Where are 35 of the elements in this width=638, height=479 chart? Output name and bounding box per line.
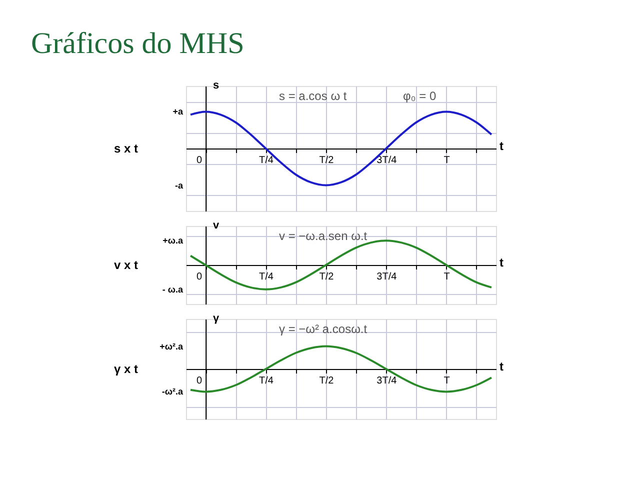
x-tick-label: T (444, 376, 450, 386)
text: φ₀ = 0 (403, 89, 436, 103)
x-axis-title: t (500, 360, 504, 374)
x-tick-label: T (444, 155, 450, 166)
y-axis-title: v (213, 220, 220, 232)
text: s = a.cos ω t (279, 89, 348, 103)
x-tick-label: 0 (196, 376, 202, 386)
text: - ω.a (162, 284, 184, 294)
text: +a (172, 106, 184, 117)
text: +ω.a (162, 236, 184, 246)
x-tick-label: 3T/4 (376, 272, 398, 282)
x-tick-label: T/2 (319, 376, 334, 386)
x-tick-label: T/2 (319, 272, 334, 282)
x-tick-label: 3T/4 (376, 376, 398, 386)
text: +ω².a (160, 341, 184, 352)
x-tick-label: 3T/4 (376, 155, 398, 166)
text: s x t (114, 142, 138, 156)
chart-title: Gráficos do MHS (31, 27, 244, 60)
text: γ = −ω² a.cosω.t (279, 322, 368, 336)
x-tick-label: T/4 (259, 155, 274, 166)
x-axis-title: t (500, 139, 504, 153)
annotation: v = −ω.a.sen ω.t (279, 229, 368, 243)
text: v x t (114, 258, 138, 272)
x-tick-label: 0 (196, 272, 202, 282)
text: -ω².a (162, 386, 184, 397)
y-axis-title: s (213, 80, 220, 92)
x-tick-label: T (444, 272, 450, 282)
x-tick-label: T/4 (259, 376, 274, 386)
x-tick-label: T/4 (259, 272, 274, 282)
x-tick-label: T/2 (319, 155, 334, 166)
text: γ x t (114, 362, 138, 376)
text: -a (174, 180, 184, 190)
y-axis-title: γ (213, 312, 220, 324)
x-tick-label: 0 (196, 155, 202, 166)
x-axis-title: t (500, 256, 504, 270)
